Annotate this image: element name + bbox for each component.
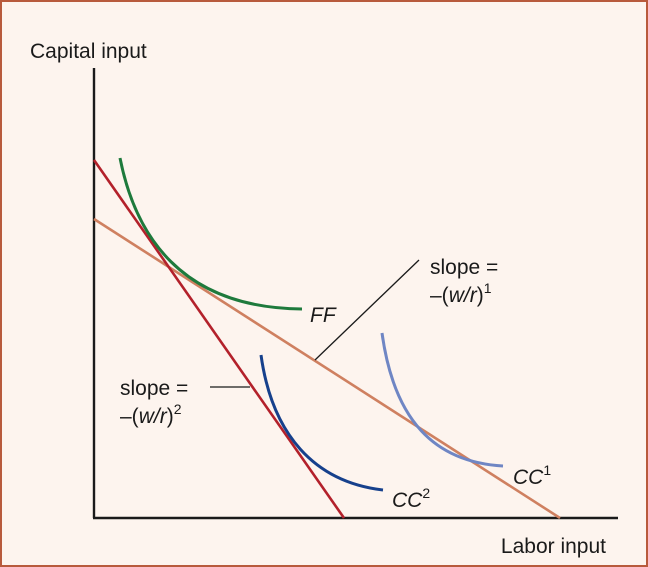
slope-1-leader-line [314, 259, 420, 361]
cc1-curve [380, 332, 504, 468]
ff-curve [118, 157, 303, 311]
cc1-label: CC1 [513, 462, 551, 489]
cc2-label: CC2 [392, 485, 430, 512]
cc2-curve [259, 354, 384, 492]
ff-label: FF [310, 304, 337, 327]
y-axis-label: Capital input [30, 40, 147, 63]
x-axis-label: Labor input [501, 535, 606, 558]
slope-2-label: slope = –(w/r)2 [120, 377, 194, 428]
slope-1-label: slope = –(w/r)1 [430, 256, 504, 307]
isocost-line-steep [92, 159, 346, 519]
isocost-line-shallow [93, 217, 561, 520]
